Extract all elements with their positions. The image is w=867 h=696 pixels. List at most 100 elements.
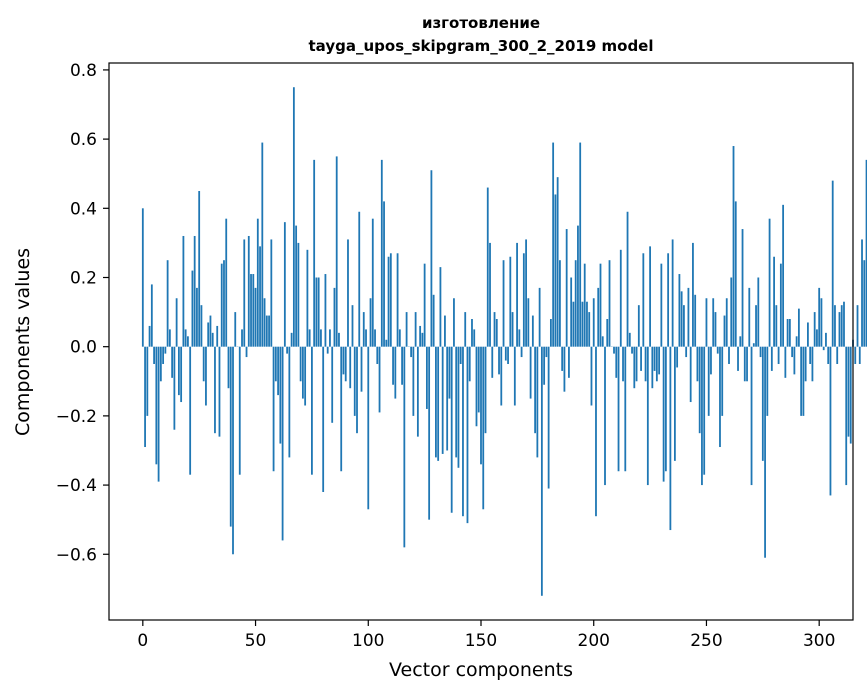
bar bbox=[171, 346, 174, 378]
bar bbox=[802, 346, 805, 416]
bar bbox=[387, 256, 390, 347]
bar bbox=[144, 346, 146, 448]
bar bbox=[791, 346, 794, 358]
bar bbox=[613, 346, 615, 354]
bar bbox=[344, 346, 347, 382]
bar bbox=[843, 301, 845, 347]
bar bbox=[836, 346, 839, 364]
bar bbox=[518, 329, 521, 347]
bar bbox=[504, 346, 507, 361]
bar bbox=[507, 346, 509, 364]
bar bbox=[416, 346, 419, 437]
bar bbox=[315, 277, 318, 347]
bar bbox=[184, 329, 187, 347]
bar bbox=[547, 346, 550, 489]
bar bbox=[775, 305, 778, 347]
bar bbox=[263, 298, 266, 347]
bar bbox=[414, 312, 417, 347]
bar bbox=[283, 222, 286, 347]
bar bbox=[403, 346, 406, 548]
bar bbox=[809, 346, 812, 364]
bar bbox=[829, 346, 832, 496]
bar bbox=[340, 346, 343, 472]
bar bbox=[193, 235, 196, 347]
bar bbox=[326, 346, 329, 354]
bar bbox=[211, 332, 214, 347]
bar bbox=[768, 218, 771, 347]
bar bbox=[766, 346, 769, 416]
x-tick-label: 300 bbox=[803, 631, 835, 651]
bar bbox=[554, 194, 557, 347]
x-tick-label: 0 bbox=[137, 631, 148, 651]
bar bbox=[732, 146, 735, 347]
bar bbox=[252, 274, 255, 347]
bar bbox=[369, 298, 372, 347]
bar bbox=[673, 346, 676, 461]
bar bbox=[644, 346, 647, 382]
x-axis-ticks: 0 50 100 150 200 250 300 bbox=[137, 620, 835, 651]
bar bbox=[750, 346, 753, 486]
bar bbox=[141, 208, 144, 347]
bar bbox=[268, 315, 270, 347]
bar bbox=[757, 277, 760, 347]
bar bbox=[628, 332, 631, 347]
bar bbox=[362, 312, 365, 347]
bar bbox=[698, 346, 701, 434]
bar bbox=[712, 298, 715, 347]
bar bbox=[543, 346, 546, 385]
y-tick-label: 0.2 bbox=[70, 268, 97, 288]
bar bbox=[214, 346, 216, 434]
y-axis-ticks: −0.6 −0.4 −0.2 0.0 0.2 0.4 0.6 0.8 bbox=[56, 61, 109, 565]
bar bbox=[597, 287, 600, 347]
bar bbox=[331, 346, 334, 423]
bar bbox=[800, 346, 803, 416]
bar bbox=[667, 253, 670, 347]
y-tick-label: −0.2 bbox=[56, 407, 97, 427]
bar bbox=[615, 346, 618, 378]
bar bbox=[683, 305, 685, 347]
bar bbox=[162, 346, 165, 364]
bar bbox=[689, 346, 692, 403]
bar bbox=[773, 256, 775, 347]
bar bbox=[676, 346, 679, 368]
bar bbox=[493, 312, 496, 347]
bar bbox=[816, 329, 818, 347]
bar bbox=[396, 253, 399, 347]
bar bbox=[818, 287, 821, 347]
bar bbox=[536, 346, 539, 458]
bar bbox=[617, 346, 620, 472]
bar bbox=[464, 312, 467, 347]
bar bbox=[601, 336, 604, 347]
bar bbox=[270, 239, 273, 347]
bar bbox=[259, 246, 261, 347]
bar bbox=[308, 329, 311, 347]
bar bbox=[703, 346, 706, 475]
bar bbox=[678, 274, 681, 347]
bar bbox=[329, 329, 331, 347]
bar bbox=[455, 346, 458, 458]
bar bbox=[540, 346, 543, 596]
bar bbox=[680, 291, 683, 347]
y-tick-label: 0.6 bbox=[70, 130, 97, 150]
bar bbox=[786, 319, 789, 347]
x-tick-label: 100 bbox=[352, 631, 384, 651]
bar bbox=[820, 298, 823, 347]
bar bbox=[721, 346, 724, 416]
bar bbox=[191, 270, 194, 347]
bar bbox=[254, 287, 257, 347]
bar bbox=[807, 322, 809, 347]
bar bbox=[177, 346, 180, 396]
bar bbox=[741, 229, 744, 347]
bar bbox=[150, 284, 153, 347]
bar bbox=[545, 346, 548, 358]
bar bbox=[489, 242, 491, 347]
bar bbox=[288, 346, 291, 458]
bar bbox=[410, 346, 413, 358]
y-axis-label: Components values bbox=[12, 248, 34, 436]
bar bbox=[595, 346, 597, 517]
bar bbox=[216, 325, 219, 347]
x-tick-label: 50 bbox=[245, 631, 267, 651]
bar bbox=[574, 260, 577, 347]
bar bbox=[694, 294, 697, 347]
